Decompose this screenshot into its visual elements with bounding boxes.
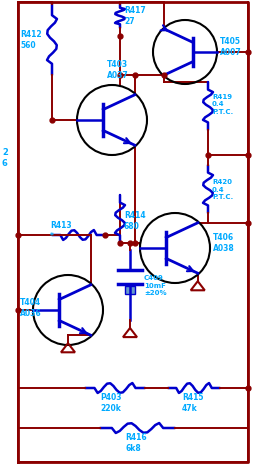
Text: T403
A037: T403 A037 — [107, 60, 129, 80]
Bar — [125, 286, 135, 294]
Text: R412
560: R412 560 — [20, 30, 42, 50]
Text: R415
47k: R415 47k — [182, 393, 204, 413]
Text: T405
A007: T405 A007 — [220, 37, 242, 57]
Text: T406
A038: T406 A038 — [213, 233, 235, 253]
Text: R419
0.4
P.T.C.: R419 0.4 P.T.C. — [212, 94, 233, 115]
Text: P403
220k: P403 220k — [100, 393, 121, 413]
Text: R414
680: R414 680 — [124, 211, 146, 231]
Text: R420
0.4
P.T.C.: R420 0.4 P.T.C. — [212, 179, 233, 200]
Text: T404
A036: T404 A036 — [20, 298, 42, 318]
Text: R413
*: R413 * — [50, 221, 72, 241]
Text: R416
6k8: R416 6k8 — [125, 433, 147, 453]
Text: R417
27: R417 27 — [124, 6, 146, 26]
Text: C409
10mF
±20%: C409 10mF ±20% — [144, 275, 167, 296]
Text: 2
6: 2 6 — [2, 148, 8, 168]
